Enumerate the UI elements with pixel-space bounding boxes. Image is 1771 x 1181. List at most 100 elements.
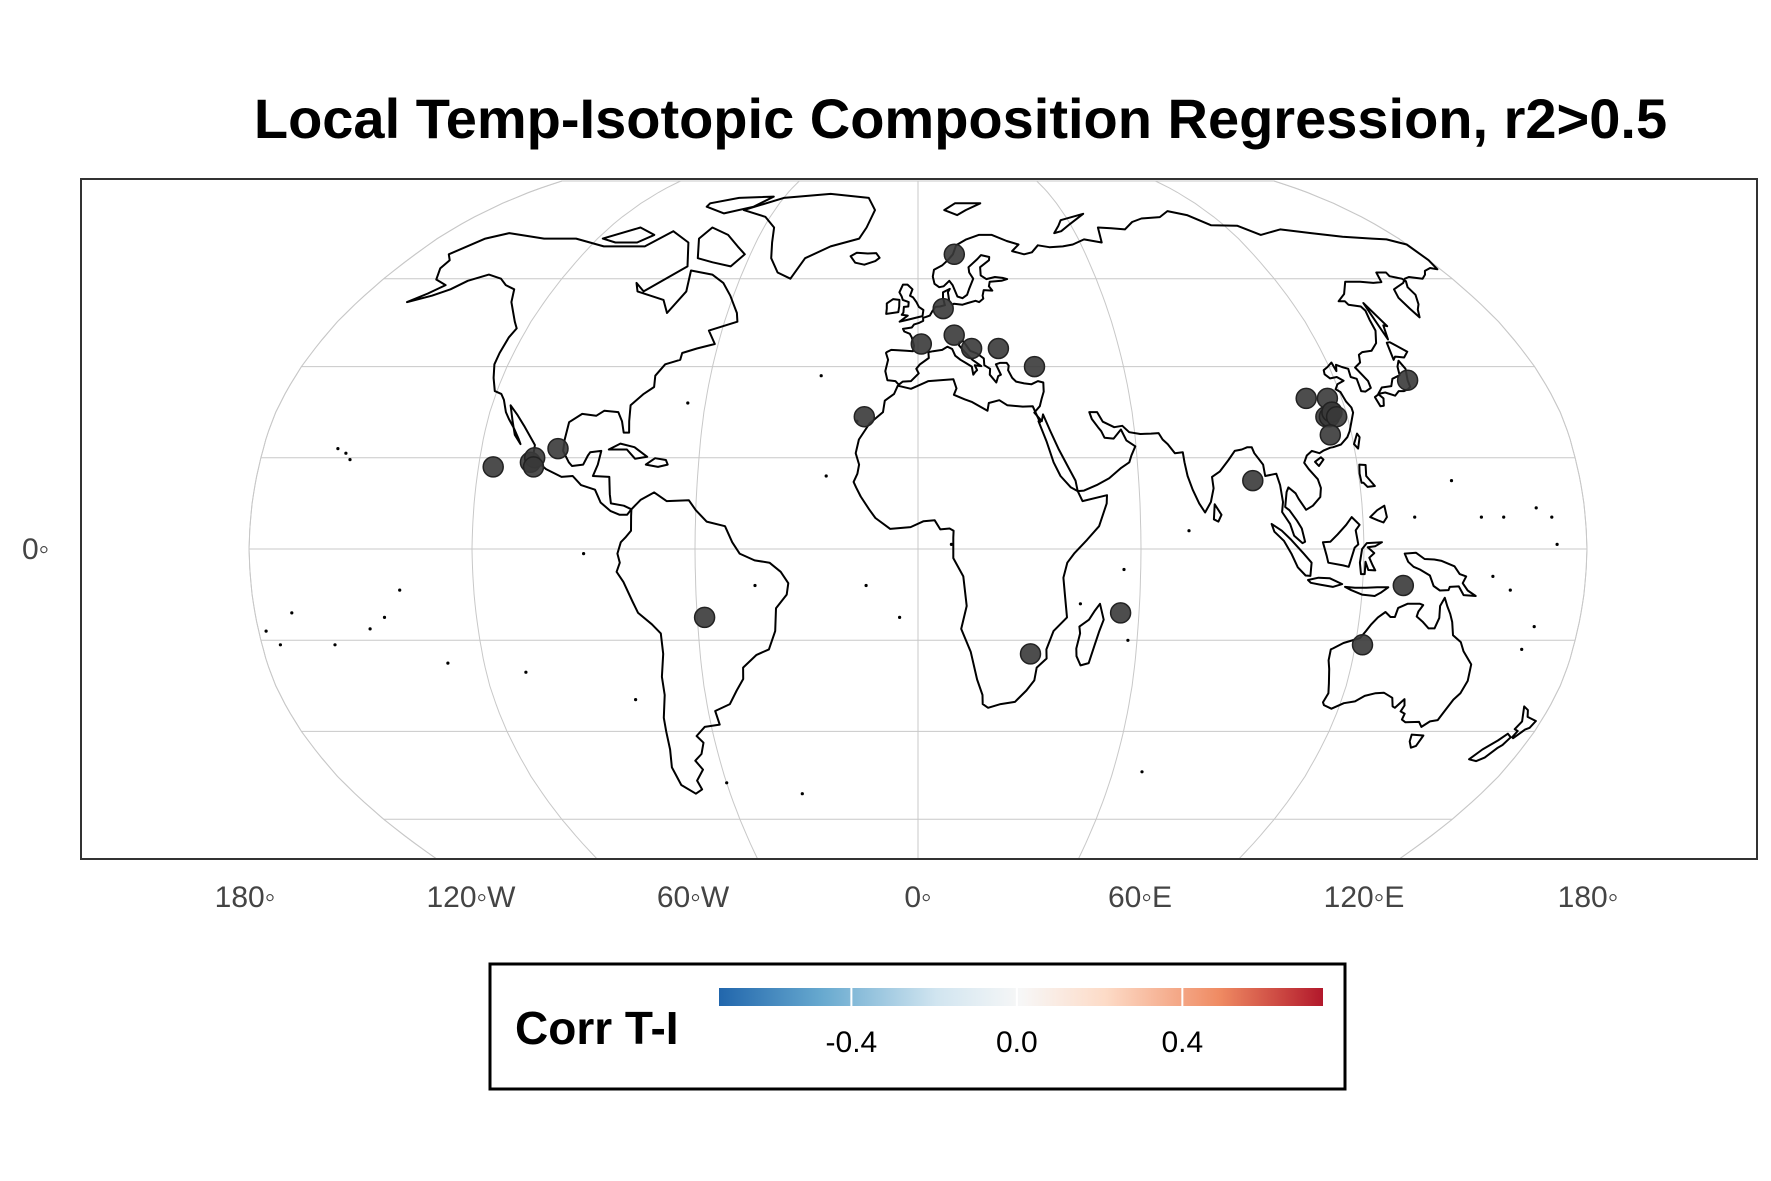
globe-outline	[248, 180, 1588, 859]
lat-label-0: 0◦	[22, 533, 49, 566]
island-dot	[819, 374, 823, 378]
coastline-borneo	[1321, 516, 1361, 568]
coastline-baffin	[696, 226, 746, 268]
station-point	[1109, 602, 1132, 624]
island-dot	[725, 781, 729, 785]
coastline-africa	[852, 378, 1108, 709]
coastline-hispaniola	[644, 457, 669, 468]
map-title: Local Temp-Isotopic Composition Regressi…	[253, 87, 1668, 150]
coastline-java	[1307, 576, 1344, 588]
island-dot	[1532, 625, 1536, 629]
lon-label-180e: 180◦	[1558, 881, 1619, 914]
coastline-tasmania	[1408, 733, 1425, 749]
island-dot	[446, 661, 450, 665]
station-point	[1392, 574, 1415, 597]
coastline-australia	[1322, 596, 1473, 728]
station-point	[932, 297, 954, 320]
coastline-svalbard	[943, 202, 982, 217]
island-dot	[1122, 567, 1126, 572]
island-dot	[1413, 515, 1417, 519]
coastline-japan-hokkaido	[1385, 341, 1409, 361]
colorbar-legend: Corr T-I -0.4 0.0 0.4	[488, 962, 1347, 1091]
lon-label-60w: 60◦W	[657, 881, 730, 914]
island-dot	[1126, 638, 1130, 642]
island-dot	[278, 643, 282, 647]
island-dot	[686, 401, 690, 405]
island-dot	[368, 627, 372, 631]
colorbar-tick-label: 0.4	[1161, 1026, 1203, 1059]
island-dot	[264, 629, 268, 633]
island-dot	[1550, 515, 1554, 519]
lon-label-180w: 180◦	[215, 881, 276, 914]
coastline-timor-chain	[1344, 585, 1390, 597]
island-dot	[1520, 647, 1524, 652]
island-dot	[290, 611, 294, 615]
station-point	[943, 324, 965, 346]
island-dot	[348, 458, 352, 462]
coastline-new-guinea	[1403, 551, 1477, 597]
island-dot	[1491, 574, 1495, 579]
station-point	[1242, 469, 1264, 492]
coastline-kyushu	[1373, 393, 1385, 408]
legend-box	[488, 962, 1347, 1091]
legend-title: Corr T-I	[515, 1002, 679, 1054]
station-point	[1396, 369, 1419, 391]
station-point	[1023, 355, 1046, 378]
island-dot	[582, 552, 586, 556]
island-dot	[524, 670, 528, 674]
coastline-nz-south	[1468, 732, 1512, 763]
station-point	[522, 456, 545, 478]
lon-label-120e: 120◦E	[1324, 881, 1405, 914]
station-point	[547, 437, 569, 460]
coastline-ireland	[885, 298, 901, 315]
island-dot	[333, 643, 337, 647]
island-dot	[1555, 542, 1559, 547]
island-dot	[344, 451, 348, 455]
colorbar-tick-label: 0.0	[996, 1026, 1038, 1059]
coastline-north-america	[406, 230, 739, 516]
island-dot	[800, 792, 804, 796]
coastline-sulawesi	[1358, 541, 1383, 576]
colorbar-ticks: -0.4 0.0 0.4	[826, 988, 1203, 1059]
island-dot	[1508, 588, 1512, 592]
coastline-south-america	[615, 491, 790, 795]
station-point	[987, 337, 1010, 360]
island-dot	[1078, 602, 1082, 606]
station-points	[482, 243, 1419, 665]
coastline-victoria-is	[601, 226, 656, 244]
coastline-madagascar	[1075, 602, 1105, 667]
lon-label-0: 0◦	[904, 881, 931, 914]
island-dot	[1502, 515, 1506, 519]
coastline-luzon	[1358, 463, 1376, 488]
coastline-hainan	[1314, 456, 1325, 467]
map-panel-border	[80, 178, 1758, 860]
station-point	[853, 405, 876, 428]
coastline-eurasia	[884, 210, 1439, 545]
colorbar-tick-label: -0.4	[826, 1026, 878, 1059]
island-dot	[1479, 515, 1483, 519]
coastline-cuba	[607, 442, 649, 460]
coastlines	[406, 192, 1537, 795]
island-dot	[382, 615, 387, 620]
island-dot	[949, 542, 954, 547]
station-point	[960, 337, 983, 360]
island-dot	[634, 698, 638, 702]
island-dot	[898, 615, 902, 620]
island-dot	[824, 474, 828, 478]
colorbar	[719, 988, 1323, 1006]
island-dot	[753, 583, 757, 588]
island-dot	[1449, 479, 1454, 483]
lon-label-120w: 120◦W	[426, 881, 516, 914]
station-point	[693, 606, 716, 629]
coastline-mindanao	[1369, 504, 1388, 524]
station-point	[1325, 405, 1348, 428]
island-dot	[336, 447, 340, 451]
station-point	[1319, 424, 1342, 446]
graticule-lines	[248, 180, 1588, 859]
coastline-taiwan	[1353, 432, 1361, 450]
station-point	[1295, 387, 1317, 410]
coastline-greenland	[742, 192, 876, 280]
coastline-great-britain	[898, 283, 925, 323]
island-dot	[1534, 506, 1538, 510]
